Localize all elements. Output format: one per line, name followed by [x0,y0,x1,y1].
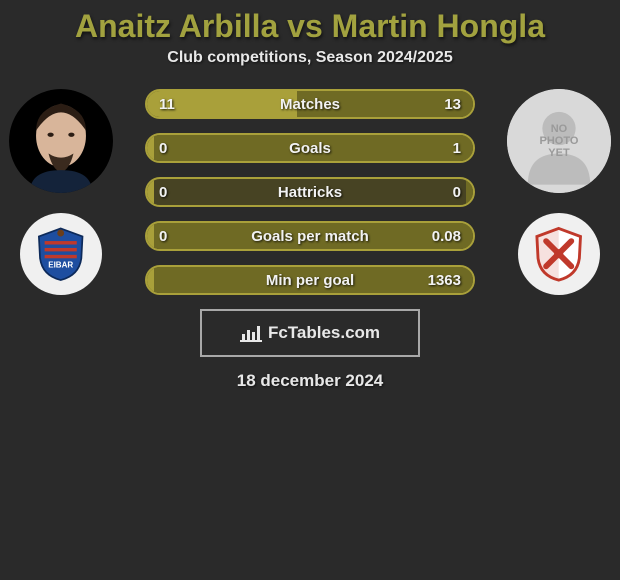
player2-avatar: NOPHOTOYET [507,89,611,193]
stat-label: Goals [147,135,473,161]
stat-row: 01Goals [145,133,475,163]
stat-label: Matches [147,91,473,117]
date-text: 18 december 2024 [0,371,620,391]
brand-box: FcTables.com [200,309,420,357]
vs-text: vs [287,8,331,44]
page-title: Anaitz Arbilla vs Martin Hongla [0,8,620,45]
stat-label: Min per goal [147,267,473,293]
stat-row: 1113Matches [145,89,475,119]
player1-name: Anaitz Arbilla [75,8,278,44]
no-photo-text: NOPHOTOYET [540,123,579,159]
subtitle: Club competitions, Season 2024/2025 [0,49,620,67]
stat-row: 00.08Goals per match [145,221,475,251]
stat-row: 00Hattricks [145,177,475,207]
player2-club-badge [518,213,600,295]
chart-icon [240,324,262,342]
stat-label: Goals per match [147,223,473,249]
stats-bars: 1113Matches 01Goals 00Hattricks 00.08Goals … [145,89,475,295]
player1-face-icon [9,89,113,193]
player2-column: NOPHOTOYET [504,89,614,295]
stat-row: 1363Min per goal [145,265,475,295]
svg-text:EIBAR: EIBAR [49,261,74,270]
granada-badge-icon [530,225,587,282]
player1-avatar [9,89,113,193]
eibar-badge-icon: EIBAR [32,225,89,282]
player1-column: EIBAR [6,89,116,295]
stat-label: Hattricks [147,179,473,205]
brand-text: FcTables.com [268,323,380,343]
comparison-content: EIBAR NOPHOTOYET 1113Matches 01Goals 00Hat… [0,89,620,391]
player1-club-badge: EIBAR [20,213,102,295]
player2-name: Martin Hongla [332,8,545,44]
